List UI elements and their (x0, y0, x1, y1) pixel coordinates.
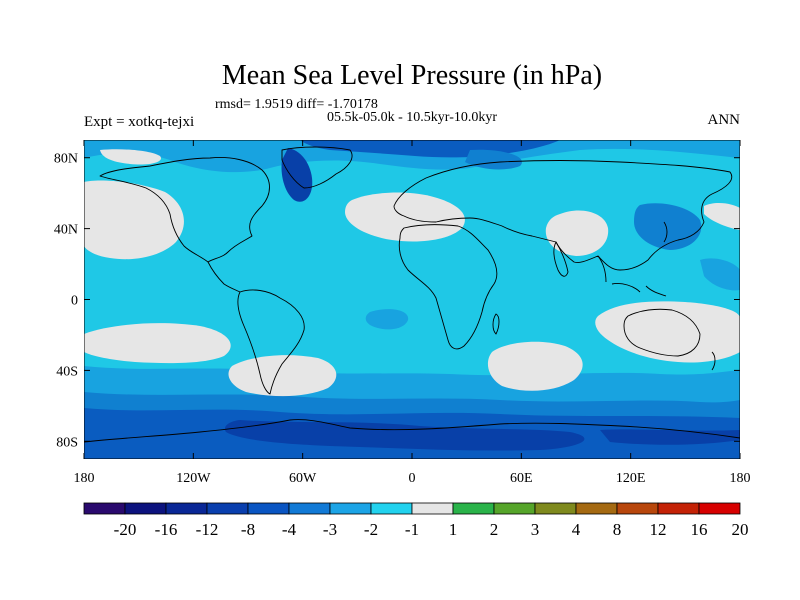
stats-line: rmsd= 1.9519 diff= -1.70178 (215, 97, 378, 112)
colorbar-label: 20 (732, 520, 749, 539)
y-tick-label: 40S (56, 364, 78, 379)
colorbar-swatch (698, 502, 741, 515)
coastlines (84, 146, 740, 443)
coast-greenland (281, 146, 353, 189)
neutral-south-indian (487, 341, 583, 391)
experiment-label: Expt = xotkq-tejxi (84, 114, 194, 130)
coast-europe-asia (393, 160, 733, 271)
coast-north-america (99, 157, 270, 263)
colorbar-swatch (411, 502, 454, 515)
colorbar-swatch (452, 502, 495, 515)
neutral-ne-asia (704, 202, 740, 230)
arctic-band (84, 140, 740, 173)
coast-madagascar (492, 313, 500, 335)
subtitle: 05.5k-05.0k - 10.5kyr-10.0kyr (327, 110, 497, 125)
x-tick-label: 60E (510, 471, 533, 486)
colorbar-label: 2 (490, 520, 499, 539)
colorbar-swatch (534, 502, 577, 515)
y-tick-label: 40N (54, 223, 78, 238)
colorbar-label: 3 (531, 520, 540, 539)
x-tick-label: 180 (74, 471, 95, 486)
colorbar-label: -4 (282, 520, 297, 539)
x-tick-label: 60W (289, 471, 317, 486)
patch-north-pacific (700, 258, 740, 291)
colorbar-swatch (370, 502, 413, 515)
colorbar-label: 1 (449, 520, 458, 539)
x-axis: 180 120W 60W 0 60E 120E 180 (74, 140, 751, 486)
colorbar-swatch (657, 502, 700, 515)
neutral-north-atlantic (345, 192, 465, 242)
colorbar-label: 8 (613, 520, 622, 539)
season-label: ANN (708, 112, 741, 128)
colorbar-swatch (124, 502, 167, 515)
colorbar-swatch (288, 502, 331, 515)
x-tick-label: 180 (730, 471, 751, 486)
southern-band-8 (224, 420, 585, 451)
map-field (84, 140, 740, 459)
neutral-arctic-west (100, 149, 161, 165)
coast-central-america (207, 261, 241, 293)
neutral-south-atlantic (228, 355, 337, 397)
neutral-north-pacific (84, 180, 184, 260)
neutral-south-pacific-west (84, 323, 231, 364)
y-tick-label: 0 (71, 294, 78, 309)
colorbar-label: -16 (155, 520, 178, 539)
colorbar-label: -3 (323, 520, 337, 539)
x-tick-label: 0 (409, 471, 416, 486)
coast-japan (663, 221, 668, 243)
patch-indian-ocean (365, 309, 409, 330)
coast-southeast-asia (597, 255, 667, 297)
colorbar-swatch (616, 502, 659, 515)
colorbar-label: 12 (650, 520, 667, 539)
neutral-north-pacific-west (545, 210, 609, 256)
chart-title: Mean Sea Level Pressure (in hPa) (222, 60, 602, 91)
southern-band-8-east (600, 429, 740, 445)
colorbar-label: -20 (114, 520, 137, 539)
coast-antarctica (84, 419, 740, 443)
colorbar-label: -8 (241, 520, 255, 539)
colorbar-label: 16 (691, 520, 708, 539)
coast-new-zealand (711, 351, 716, 371)
colorbar-swatch (165, 502, 208, 515)
colorbar-swatch (206, 502, 249, 515)
colorbar-label: -12 (196, 520, 219, 539)
coast-south-america (237, 289, 305, 395)
coast-australia (623, 308, 701, 357)
x-tick-label: 120W (176, 471, 211, 486)
coast-india (553, 241, 569, 277)
colorbar-swatch (575, 502, 618, 515)
x-tick-label: 120E (616, 471, 646, 486)
colorbar-swatch (247, 502, 290, 515)
y-tick-label: 80N (54, 152, 78, 167)
y-axis: 80N 40N 0 40S 80S (54, 152, 740, 450)
colorbar-label: -2 (364, 520, 378, 539)
colorbar-swatch (493, 502, 536, 515)
neutral-australia (595, 301, 740, 363)
coast-africa (398, 224, 498, 350)
colorbar-label: 4 (572, 520, 581, 539)
colorbar: -20 -16 -12 -8 -4 -3 -2 -1 1 2 3 4 8 12 16 20 (83, 502, 749, 539)
colorbar-label: -1 (405, 520, 419, 539)
colorbar-swatch (329, 502, 372, 515)
colorbar-swatch (83, 502, 126, 515)
y-tick-label: 80S (56, 435, 78, 450)
